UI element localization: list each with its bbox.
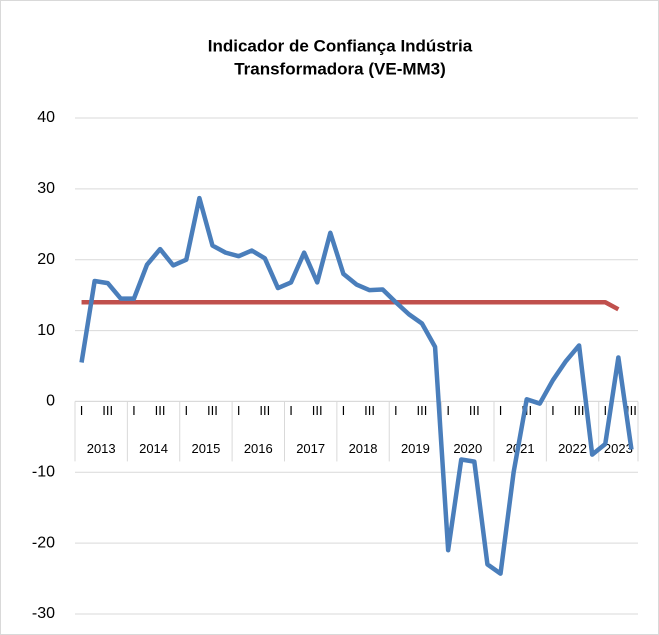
year-label: 2020 xyxy=(453,441,482,456)
x-tick-label: I xyxy=(289,403,293,418)
series-line xyxy=(79,195,634,576)
x-tick-label: III xyxy=(259,403,270,418)
y-tick-label: 10 xyxy=(37,322,55,339)
x-tick-label: I xyxy=(394,403,398,418)
y-tick-label: 40 xyxy=(37,109,55,126)
x-tick-label: III xyxy=(207,403,218,418)
x-tick-label: I xyxy=(237,403,241,418)
x-tick-label: I xyxy=(446,403,450,418)
x-tick-label: III xyxy=(364,403,375,418)
x-tick-label: I xyxy=(132,403,136,418)
x-tick-label: I xyxy=(184,403,188,418)
y-tick-label: 0 xyxy=(46,393,55,410)
x-tick-label: III xyxy=(417,403,428,418)
year-label: 2018 xyxy=(349,441,378,456)
year-label: 2019 xyxy=(401,441,430,456)
x-tick-label: III xyxy=(155,403,166,418)
x-tick-label: I xyxy=(342,403,346,418)
chart-title-line-1: Indicador de Confiança Indústria xyxy=(208,36,473,55)
x-tick-label: III xyxy=(102,403,113,418)
chart-title-line-2: Transformadora (VE-MM3) xyxy=(234,59,446,78)
y-tick-label: 30 xyxy=(37,180,55,197)
x-tick-label: I xyxy=(499,403,503,418)
year-label: 2022 xyxy=(558,441,587,456)
year-label: 2014 xyxy=(139,441,168,456)
x-tick-label: III xyxy=(574,403,585,418)
x-tick-label: III xyxy=(626,403,637,418)
x-tick-label: I xyxy=(603,403,607,418)
y-tick-label: -30 xyxy=(32,605,55,622)
year-label: 2016 xyxy=(244,441,273,456)
y-tick-label: -20 xyxy=(32,534,55,551)
x-tick-label: I xyxy=(551,403,555,418)
year-label: 2013 xyxy=(87,441,116,456)
year-label: 2017 xyxy=(296,441,325,456)
y-tick-label: -10 xyxy=(32,464,55,481)
y-tick-label: 20 xyxy=(37,251,55,268)
year-label: 2015 xyxy=(191,441,220,456)
year-label: 2023 xyxy=(604,441,633,456)
x-tick-label: I xyxy=(80,403,84,418)
x-tick-label: III xyxy=(312,403,323,418)
series-line xyxy=(81,299,620,312)
x-tick-label: III xyxy=(469,403,480,418)
